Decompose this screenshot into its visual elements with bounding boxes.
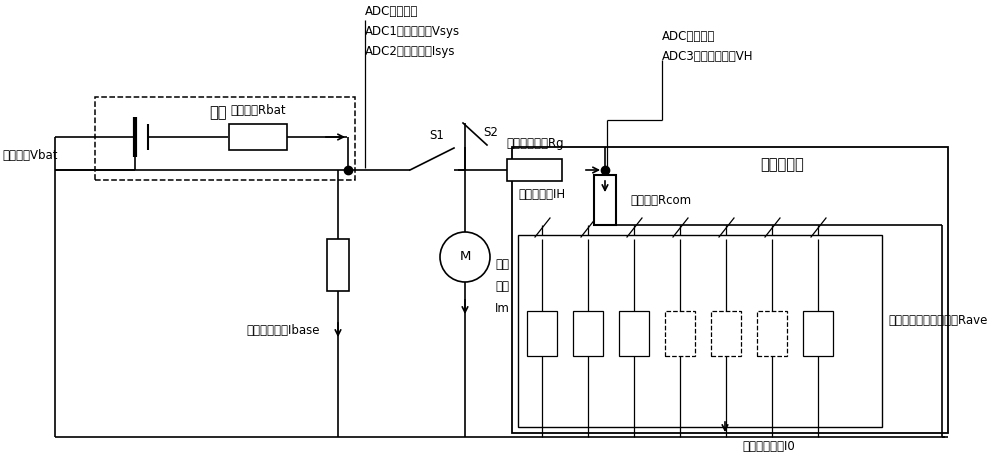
Text: S1: S1 [430, 129, 444, 142]
Bar [507, 159, 562, 181]
Text: ADC3：打印头电压VH: ADC3：打印头电压VH [662, 50, 754, 63]
Bar [711, 311, 741, 355]
Bar [594, 175, 616, 225]
Bar [573, 311, 603, 355]
Text: 电机: 电机 [495, 258, 509, 272]
Text: ADC1：系统电压Vsys: ADC1：系统电压Vsys [365, 25, 460, 38]
Text: 加热元件电路平均电阻Rave: 加热元件电路平均电阻Rave [888, 314, 987, 326]
Text: Im: Im [495, 303, 510, 315]
Text: 电池电压Vbat: 电池电压Vbat [2, 149, 58, 162]
Text: S2: S2 [483, 126, 498, 140]
Bar [327, 239, 349, 291]
Text: ADC采集点：: ADC采集点： [365, 5, 418, 18]
Bar [95, 97, 355, 180]
Bar [518, 235, 882, 427]
Text: 打印头电流IH: 打印头电流IH [518, 188, 565, 201]
Bar [512, 147, 948, 433]
Bar [527, 311, 557, 355]
Text: ADC采集点：: ADC采集点： [662, 30, 715, 43]
Circle shape [440, 232, 490, 282]
Bar [665, 311, 695, 355]
Bar [803, 311, 833, 355]
Text: 共极电阻Rcom: 共极电阻Rcom [630, 193, 691, 207]
Text: 系统基础电流Ibase: 系统基础电流Ibase [246, 323, 320, 336]
Text: M: M [459, 250, 471, 264]
Text: 电流: 电流 [495, 281, 509, 294]
Bar [619, 311, 649, 355]
Bar [229, 124, 287, 150]
Text: 电池内阻Rbat: 电池内阻Rbat [230, 104, 286, 117]
Bar [757, 311, 787, 355]
Text: 开关导通电阻Rg: 开关导通电阻Rg [506, 137, 564, 150]
Text: 热敏打印头: 热敏打印头 [760, 158, 804, 172]
Text: ADC2：系统电流Isys: ADC2：系统电流Isys [365, 45, 456, 58]
Text: 加热元件电流I0: 加热元件电流I0 [742, 440, 795, 453]
Text: 电池: 电池 [209, 105, 227, 121]
